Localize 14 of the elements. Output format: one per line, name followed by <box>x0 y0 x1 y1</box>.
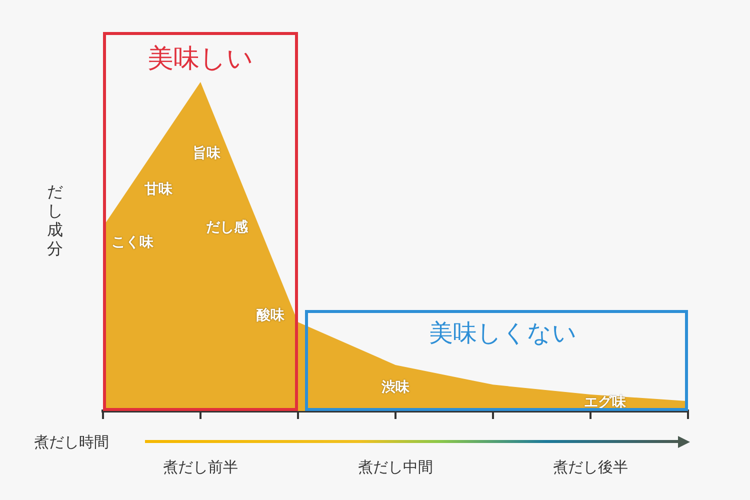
x-tick-label: 煮だし後半 <box>553 458 628 476</box>
annotation: 美味しくない <box>428 319 577 348</box>
x-tick-label: 煮だし前半 <box>163 458 238 476</box>
annotation: 旨味 <box>192 144 222 162</box>
x-axis-title: 煮だし時間 <box>34 433 109 452</box>
annotation: 甘味 <box>144 182 174 198</box>
annotation: だし感 <box>206 220 249 236</box>
annotation: 渋味 <box>380 380 410 396</box>
x-tick-label: 煮だし中間 <box>358 458 433 476</box>
annotation: こく味 <box>111 234 154 251</box>
text: 美味しい <box>148 44 254 74</box>
y-axis-title: だし成分 <box>47 182 63 258</box>
annotation: エグ味 <box>584 394 628 411</box>
annotation: 酸味 <box>256 308 286 324</box>
